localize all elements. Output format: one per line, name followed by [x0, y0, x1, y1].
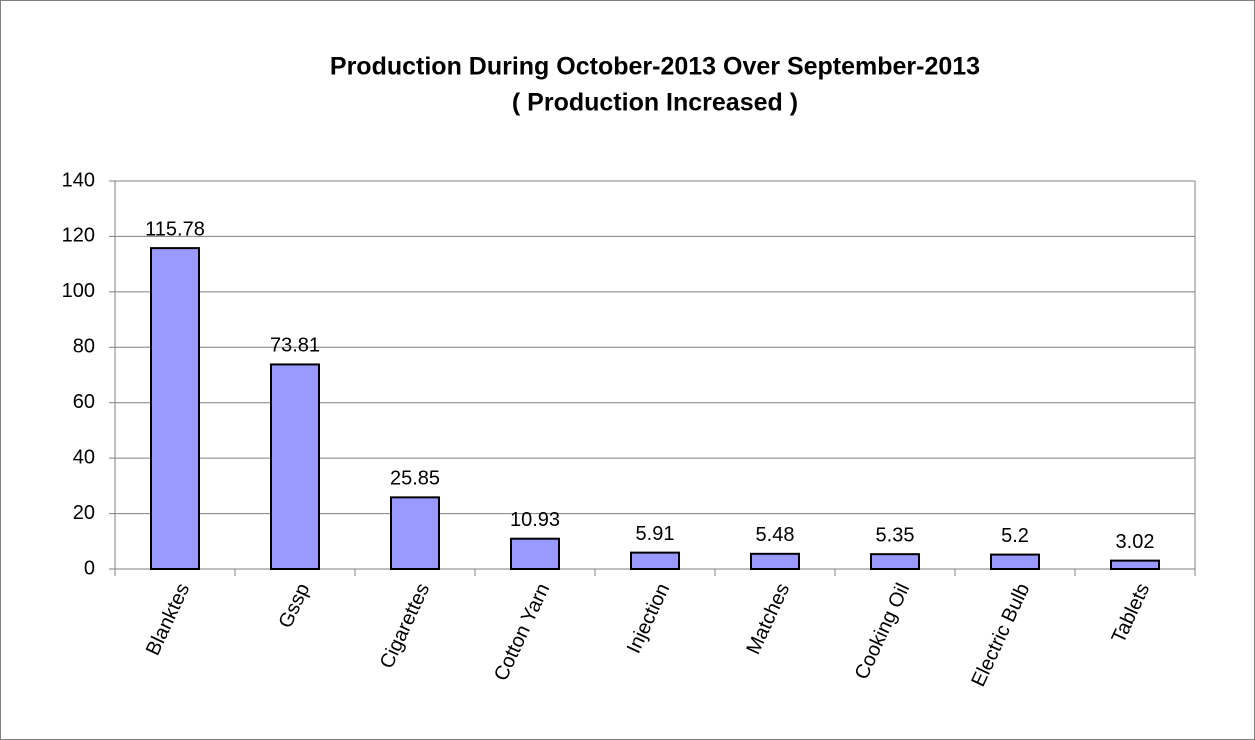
bar	[270, 363, 320, 570]
bar	[390, 496, 440, 571]
bar	[510, 537, 560, 571]
chart-title: Production During October-2013 Over Sept…	[330, 53, 980, 81]
data-label: 3.02	[1116, 531, 1155, 553]
data-label: 5.91	[636, 523, 675, 545]
data-label: 5.48	[756, 524, 795, 546]
y-tick-label: 100	[62, 280, 95, 302]
data-label: 5.2	[1001, 525, 1029, 547]
chart-subtitle: ( Production Increased )	[512, 89, 798, 117]
bar	[990, 553, 1040, 570]
data-label: 25.85	[390, 468, 440, 490]
bar	[630, 551, 680, 570]
bar	[1110, 559, 1160, 571]
bar	[870, 553, 920, 570]
bar	[150, 247, 200, 570]
y-tick-label: 40	[73, 446, 95, 468]
data-label: 10.93	[510, 509, 560, 531]
y-tick-label: 0	[84, 557, 95, 579]
y-tick-label: 60	[73, 391, 95, 413]
bar	[750, 552, 800, 570]
y-tick-label: 20	[73, 502, 95, 524]
data-label: 5.35	[876, 524, 915, 546]
data-label: 73.81	[270, 335, 320, 357]
y-tick-label: 80	[73, 336, 95, 358]
data-label: 115.78	[145, 218, 205, 240]
y-tick-label: 120	[62, 225, 95, 247]
y-tick-label: 140	[62, 169, 95, 191]
